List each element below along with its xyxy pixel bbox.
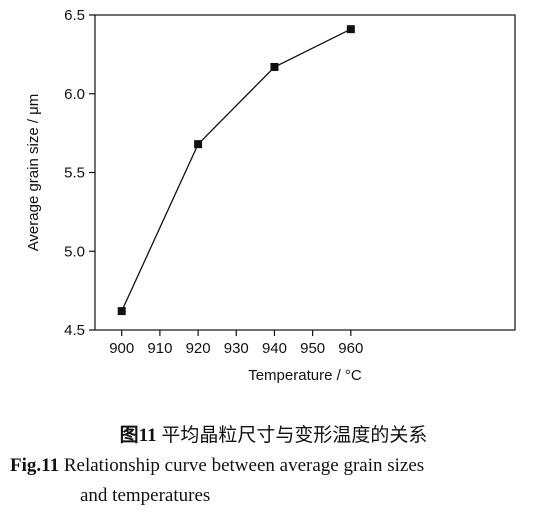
caption-english-line2: and temperatures (80, 485, 211, 506)
data-point (270, 62, 279, 71)
grain-size-chart: 900 910 920 930 940 950 960 4.5 5.0 5.5 6.0 6.5 Te… (25, 7, 516, 384)
y-tick-label: 5.5 (64, 165, 85, 182)
data-point (117, 307, 126, 316)
data-point (346, 25, 355, 34)
y-tick-label: 5.0 (64, 243, 85, 260)
data-markers (117, 25, 355, 316)
x-axis-label: Temperature / °C (248, 367, 362, 384)
x-tick-label: 920 (186, 340, 211, 357)
x-tick-label: 930 (224, 340, 249, 357)
y-axis-label: Average grain size / μm (25, 94, 42, 252)
caption-english-line1: Fig.11 Relationship curve between averag… (10, 455, 424, 477)
x-tick-label: 950 (300, 340, 325, 357)
caption-en-text-1: Relationship curve between average grain… (63, 455, 425, 476)
caption-chinese: 图11 平均晶粒尺寸与变形温度的关系 (0, 420, 547, 447)
series-line (121, 28, 352, 312)
plot-frame (94, 14, 516, 331)
y-axis: 4.5 5.0 5.5 6.0 6.5 (64, 7, 95, 339)
caption-cn-text: 平均晶粒尺寸与变形温度的关系 (161, 425, 428, 446)
y-tick-label: 4.5 (64, 322, 85, 339)
y-tick-label: 6.0 (64, 86, 85, 103)
caption-cn-label: 图11 (119, 425, 157, 446)
caption-en-label: Fig.11 (10, 455, 60, 476)
x-tick-label: 910 (147, 340, 172, 357)
x-axis: 900 910 920 930 940 950 960 (109, 330, 363, 357)
x-tick-label: 940 (262, 340, 287, 357)
y-tick-label: 6.5 (64, 7, 85, 24)
x-tick-label: 960 (338, 340, 363, 357)
data-point (194, 140, 203, 149)
x-tick-label: 900 (109, 340, 134, 357)
